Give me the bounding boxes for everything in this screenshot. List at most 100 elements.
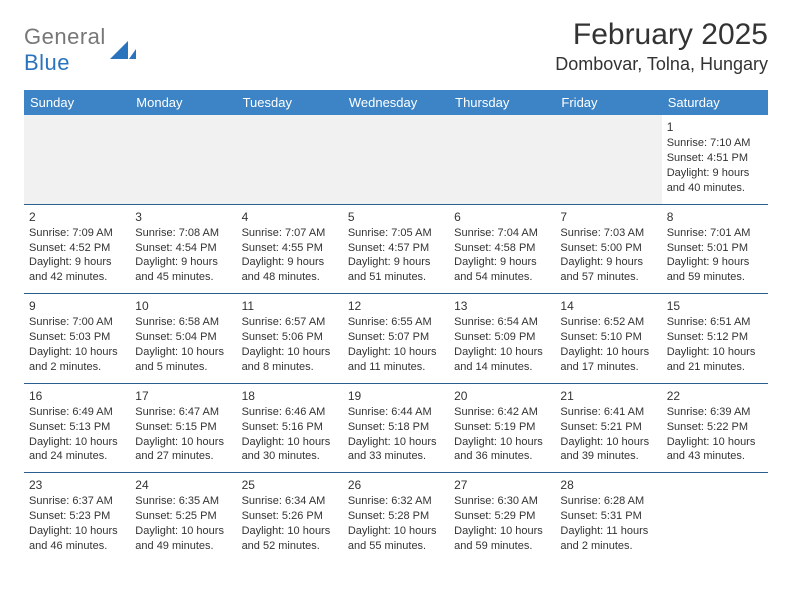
calendar-week-row: 1Sunrise: 7:10 AMSunset: 4:51 PMDaylight… [24, 115, 768, 204]
sunrise-text: Sunrise: 7:05 AM [348, 226, 444, 241]
sunrise-text: Sunrise: 7:04 AM [454, 226, 550, 241]
day-number: 20 [454, 388, 550, 404]
calendar-day-cell: 20Sunrise: 6:42 AMSunset: 5:19 PMDayligh… [449, 383, 555, 473]
day-number: 8 [667, 209, 763, 225]
calendar-body: 1Sunrise: 7:10 AMSunset: 4:51 PMDaylight… [24, 115, 768, 562]
calendar-week-row: 9Sunrise: 7:00 AMSunset: 5:03 PM Daylight… [24, 294, 768, 384]
day-number: 16 [29, 388, 125, 404]
sunset-text: Sunset: 5:10 PM [560, 330, 656, 345]
day-number: 18 [242, 388, 338, 404]
sunrise-text: Sunrise: 6:39 AM [667, 405, 763, 420]
sunrise-text: Sunrise: 6:35 AM [135, 494, 231, 509]
calendar-day-cell: 19Sunrise: 6:44 AMSunset: 5:18 PMDayligh… [343, 383, 449, 473]
weekday-header: Tuesday [237, 90, 343, 115]
calendar-day-cell: 10Sunrise: 6:58 AMSunset: 5:04 PMDayligh… [130, 294, 236, 384]
sunset-text: Sunset: 5:29 PM [454, 509, 550, 524]
sunset-text: Sunset: 5:03 PM [29, 330, 125, 345]
day-number: 5 [348, 209, 444, 225]
sunrise-text: Sunrise: 6:28 AM [560, 494, 656, 509]
daylight-text: Daylight: 10 hours and 55 minutes. [348, 524, 444, 554]
calendar-day-cell: 4Sunrise: 7:07 AMSunset: 4:55 PMDaylight… [237, 204, 343, 294]
day-number: 12 [348, 298, 444, 314]
sunrise-text: Sunrise: 6:42 AM [454, 405, 550, 420]
daylight-text: Daylight: 10 hours and 39 minutes. [560, 435, 656, 465]
sunset-text: Sunset: 4:54 PM [135, 241, 231, 256]
calendar-day-cell [343, 115, 449, 204]
daylight-text: Daylight: 10 hours and 36 minutes. [454, 435, 550, 465]
day-number: 22 [667, 388, 763, 404]
calendar-week-row: 23Sunrise: 6:37 AMSunset: 5:23 PMDayligh… [24, 473, 768, 562]
calendar-week-row: 16Sunrise: 6:49 AMSunset: 5:13 PMDayligh… [24, 383, 768, 473]
sunrise-text: Sunrise: 7:03 AM [560, 226, 656, 241]
sunset-text: Sunset: 5:15 PM [135, 420, 231, 435]
logo-sail-icon [110, 41, 136, 59]
daylight-text: Daylight: 10 hours and 24 minutes. [29, 435, 125, 465]
day-number: 9 [29, 298, 125, 314]
sunrise-text: Sunrise: 6:47 AM [135, 405, 231, 420]
weekday-header: Thursday [449, 90, 555, 115]
sunrise-text: Sunrise: 7:08 AM [135, 226, 231, 241]
daylight-text: Daylight: 9 hours and 40 minutes. [667, 166, 763, 196]
sunrise-text: Sunrise: 6:54 AM [454, 315, 550, 330]
calendar-day-cell: 24Sunrise: 6:35 AMSunset: 5:25 PMDayligh… [130, 473, 236, 562]
sunset-text: Sunset: 4:51 PM [667, 151, 763, 166]
sunset-text: Sunset: 5:31 PM [560, 509, 656, 524]
calendar-day-cell: 23Sunrise: 6:37 AMSunset: 5:23 PMDayligh… [24, 473, 130, 562]
day-number: 6 [454, 209, 550, 225]
calendar-day-cell: 6Sunrise: 7:04 AMSunset: 4:58 PMDaylight… [449, 204, 555, 294]
day-number: 17 [135, 388, 231, 404]
sunrise-text: Sunrise: 6:55 AM [348, 315, 444, 330]
sunset-text: Sunset: 5:13 PM [29, 420, 125, 435]
day-number: 14 [560, 298, 656, 314]
daylight-text: Daylight: 10 hours and 21 minutes. [667, 345, 763, 375]
calendar-day-cell [449, 115, 555, 204]
daylight-text: Daylight: 11 hours and 2 minutes. [560, 524, 656, 554]
weekday-header: Saturday [662, 90, 768, 115]
calendar-day-cell: 25Sunrise: 6:34 AMSunset: 5:26 PMDayligh… [237, 473, 343, 562]
sunrise-text: Sunrise: 7:01 AM [667, 226, 763, 241]
sunset-text: Sunset: 5:09 PM [454, 330, 550, 345]
sunset-text: Sunset: 5:06 PM [242, 330, 338, 345]
day-number: 23 [29, 477, 125, 493]
day-number: 7 [560, 209, 656, 225]
calendar-day-cell [555, 115, 661, 204]
logo-text: General Blue [24, 24, 106, 76]
calendar-day-cell: 3Sunrise: 7:08 AMSunset: 4:54 PMDaylight… [130, 204, 236, 294]
daylight-text: Daylight: 10 hours and 11 minutes. [348, 345, 444, 375]
calendar-day-cell [130, 115, 236, 204]
sunrise-text: Sunrise: 7:00 AM [29, 315, 125, 330]
calendar-day-cell: 11Sunrise: 6:57 AMSunset: 5:06 PMDayligh… [237, 294, 343, 384]
sunrise-text: Sunrise: 6:41 AM [560, 405, 656, 420]
daylight-text: Daylight: 10 hours and 30 minutes. [242, 435, 338, 465]
calendar-day-cell: 26Sunrise: 6:32 AMSunset: 5:28 PMDayligh… [343, 473, 449, 562]
logo: General Blue [24, 18, 136, 76]
day-number: 10 [135, 298, 231, 314]
calendar-day-cell: 18Sunrise: 6:46 AMSunset: 5:16 PMDayligh… [237, 383, 343, 473]
sunrise-text: Sunrise: 6:32 AM [348, 494, 444, 509]
location: Dombovar, Tolna, Hungary [555, 54, 768, 75]
logo-word2: Blue [24, 50, 70, 75]
calendar-day-cell: 15Sunrise: 6:51 AMSunset: 5:12 PMDayligh… [662, 294, 768, 384]
day-number: 15 [667, 298, 763, 314]
weekday-header: Monday [130, 90, 236, 115]
weekday-header: Sunday [24, 90, 130, 115]
daylight-text: Daylight: 9 hours and 51 minutes. [348, 255, 444, 285]
sunrise-text: Sunrise: 6:49 AM [29, 405, 125, 420]
daylight-text: Daylight: 9 hours and 42 minutes. [29, 255, 125, 285]
title-block: February 2025 Dombovar, Tolna, Hungary [555, 18, 768, 75]
calendar-day-cell: 12Sunrise: 6:55 AMSunset: 5:07 PMDayligh… [343, 294, 449, 384]
day-number: 1 [667, 119, 763, 135]
daylight-text: Daylight: 10 hours and 14 minutes. [454, 345, 550, 375]
calendar-day-cell [662, 473, 768, 562]
logo-word1: General [24, 24, 106, 49]
calendar-day-cell: 28Sunrise: 6:28 AMSunset: 5:31 PMDayligh… [555, 473, 661, 562]
calendar-day-cell: 17Sunrise: 6:47 AMSunset: 5:15 PMDayligh… [130, 383, 236, 473]
daylight-text: Daylight: 10 hours and 17 minutes. [560, 345, 656, 375]
sunset-text: Sunset: 4:58 PM [454, 241, 550, 256]
day-number: 25 [242, 477, 338, 493]
calendar-day-cell [24, 115, 130, 204]
sunset-text: Sunset: 4:57 PM [348, 241, 444, 256]
header: General Blue February 2025 Dombovar, Tol… [24, 18, 768, 76]
sunrise-text: Sunrise: 6:30 AM [454, 494, 550, 509]
sunrise-text: Sunrise: 6:37 AM [29, 494, 125, 509]
